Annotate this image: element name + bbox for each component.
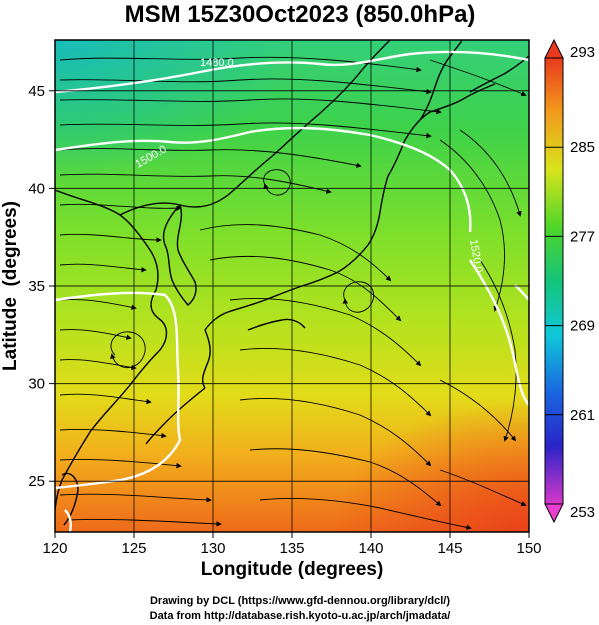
x-axis-label: Longitude (degrees)	[201, 559, 384, 580]
x-tick-label: 125	[121, 540, 146, 557]
y-tick-label: 25	[28, 473, 45, 490]
credit-line-1: Drawing by DCL (https://www.gfd-dennou.o…	[150, 595, 450, 607]
plot-area: 1480.0 1500.0 1520.0	[55, 40, 529, 532]
y-tick-label: 35	[28, 278, 45, 295]
y-tick-label: 30	[28, 376, 45, 393]
colorbar-body	[544, 57, 564, 505]
colorbar-tick-label: 261	[570, 407, 595, 424]
credit-line-2: Data from http://database.rish.kyoto-u.a…	[150, 610, 451, 622]
cool-region-northwest	[55, 40, 295, 180]
colorbar-tick-label: 293	[570, 44, 595, 61]
contour-label-1520: 1520.0	[467, 238, 485, 273]
x-tick-label: 120	[42, 540, 67, 557]
colorbar-bottom-arrow	[544, 503, 564, 524]
y-tick-label: 40	[28, 180, 45, 197]
x-tick-label: 135	[279, 540, 304, 557]
colorbar-tick-label: 269	[570, 318, 595, 335]
colorbar-tick-label: 285	[570, 139, 595, 156]
graticule-grid	[55, 40, 529, 532]
x-tick-label: 150	[516, 540, 541, 557]
contour-1520-east	[469, 259, 529, 406]
y-axis-label: Latitude (degrees)	[0, 201, 21, 371]
colorbar-top-arrow	[544, 38, 564, 59]
contour-1480	[55, 50, 529, 94]
figure-title: MSM 15Z30Oct2023 (850.0hPa)	[125, 1, 476, 28]
x-tick-label: 145	[437, 540, 462, 557]
contour-small-south	[64, 509, 72, 532]
streamlines	[59, 56, 527, 530]
colorbar-tick-label: 253	[570, 504, 595, 521]
contour-label-1480: 1480.0	[200, 57, 234, 69]
contour-1520	[55, 291, 182, 490]
x-tick-label: 140	[358, 540, 383, 557]
warm-region-southeast	[330, 400, 529, 532]
y-tick-label: 45	[28, 83, 45, 100]
axes: 120 125 130 135 140 145 150 25 30 35 40 45	[28, 83, 541, 557]
x-tick-label: 130	[200, 540, 225, 557]
colorbar: 293 285 277 269 261 253	[544, 38, 595, 524]
colorbar-tick-label: 277	[570, 228, 595, 245]
colorbar-ticks: 293 285 277 269 261 253	[545, 44, 595, 521]
